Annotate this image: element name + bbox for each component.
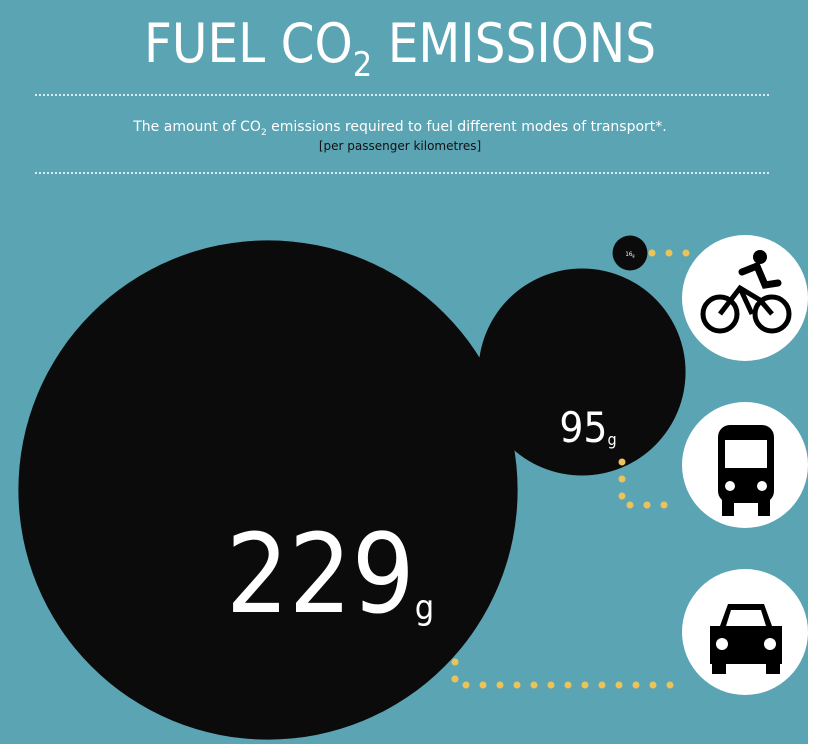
subtitle-sub: 2 — [261, 128, 267, 138]
connectors — [451, 249, 694, 689]
title-sub: 2 — [353, 45, 372, 85]
title: FUEL CO2 EMISSIONS — [144, 12, 656, 85]
bubble — [478, 268, 686, 476]
title-text: FUEL CO — [144, 12, 353, 75]
value: 229 — [226, 510, 415, 638]
value: 95 — [559, 403, 607, 452]
connector — [618, 458, 674, 509]
unit: g — [607, 430, 616, 449]
bubble — [18, 240, 518, 740]
value: 16 — [625, 251, 632, 258]
value-label: 16g — [625, 251, 634, 258]
unit: g — [415, 588, 434, 628]
icon-bus — [682, 402, 808, 528]
bubble — [612, 235, 648, 271]
value-label: 229g — [226, 510, 434, 638]
value-label: 95g — [559, 403, 616, 452]
title-rest: EMISSIONS — [372, 12, 656, 75]
icon-bicycle — [682, 235, 808, 361]
subtitle-text: The amount of CO — [132, 119, 261, 135]
unit: g — [632, 253, 634, 258]
subtitle-rest: emissions required to fuel different mod… — [267, 119, 667, 135]
icon-car — [682, 569, 808, 695]
subtitle: The amount of CO2 emissions required to … — [132, 119, 667, 138]
note: [per passenger kilometres] — [319, 139, 481, 153]
